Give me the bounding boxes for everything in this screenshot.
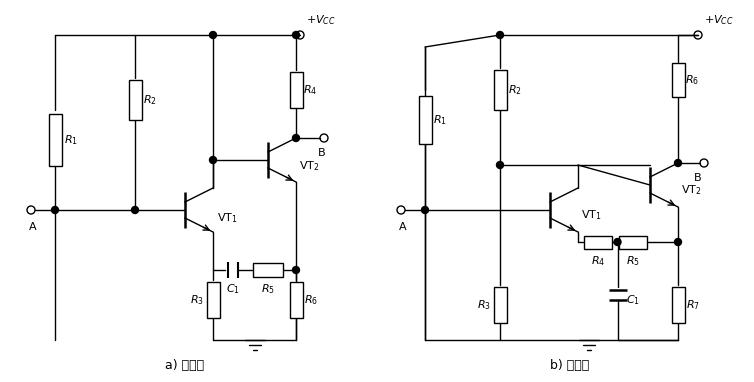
Bar bbox=[584, 235, 612, 249]
Bar bbox=[672, 63, 685, 97]
Text: $R_3$: $R_3$ bbox=[190, 293, 204, 307]
Text: $R_4$: $R_4$ bbox=[591, 254, 605, 268]
Circle shape bbox=[210, 157, 216, 163]
Bar bbox=[48, 114, 62, 166]
Text: a) 电路一: a) 电路一 bbox=[165, 359, 204, 372]
Text: $R_7$: $R_7$ bbox=[686, 298, 700, 312]
Text: B: B bbox=[318, 148, 326, 158]
Text: $R_3$: $R_3$ bbox=[477, 298, 491, 312]
Text: $+V_{\mathit{CC}}$: $+V_{\mathit{CC}}$ bbox=[306, 13, 336, 27]
Text: $R_2$: $R_2$ bbox=[143, 93, 157, 107]
Text: $C_1$: $C_1$ bbox=[226, 282, 240, 296]
Text: $C_1$: $C_1$ bbox=[626, 293, 639, 307]
Circle shape bbox=[293, 134, 299, 141]
Text: A: A bbox=[399, 222, 407, 232]
Circle shape bbox=[614, 238, 621, 246]
Bar bbox=[290, 72, 302, 108]
Circle shape bbox=[496, 162, 504, 168]
Circle shape bbox=[675, 160, 682, 167]
Circle shape bbox=[421, 207, 428, 214]
Bar bbox=[253, 263, 283, 277]
Text: $R_6$: $R_6$ bbox=[685, 73, 699, 87]
Text: b) 电路二: b) 电路二 bbox=[550, 359, 590, 372]
Text: $R_5$: $R_5$ bbox=[261, 282, 275, 296]
Text: A: A bbox=[29, 222, 37, 232]
Text: VT$_1$: VT$_1$ bbox=[217, 211, 238, 225]
Circle shape bbox=[51, 207, 59, 214]
Text: $R_1$: $R_1$ bbox=[433, 113, 447, 127]
Text: $R_1$: $R_1$ bbox=[64, 133, 78, 147]
Text: $+V_{\mathit{CC}}$: $+V_{\mathit{CC}}$ bbox=[704, 13, 734, 27]
Bar bbox=[418, 96, 431, 144]
Bar bbox=[672, 287, 685, 323]
Circle shape bbox=[293, 267, 299, 274]
Text: $R_2$: $R_2$ bbox=[508, 83, 522, 97]
Circle shape bbox=[210, 31, 216, 39]
Bar bbox=[290, 282, 302, 318]
Bar bbox=[128, 80, 142, 120]
Circle shape bbox=[131, 207, 139, 214]
Bar bbox=[619, 235, 647, 249]
Text: VT$_1$: VT$_1$ bbox=[581, 208, 602, 222]
Text: B: B bbox=[694, 173, 702, 183]
Circle shape bbox=[496, 31, 504, 39]
Text: $R_4$: $R_4$ bbox=[303, 83, 317, 97]
Bar bbox=[494, 287, 507, 323]
Text: $R_6$: $R_6$ bbox=[304, 293, 318, 307]
Circle shape bbox=[675, 238, 682, 246]
Bar bbox=[494, 70, 507, 110]
Text: VT$_2$: VT$_2$ bbox=[681, 183, 702, 197]
Circle shape bbox=[293, 31, 299, 39]
Bar bbox=[207, 282, 219, 318]
Text: $R_5$: $R_5$ bbox=[626, 254, 640, 268]
Text: VT$_2$: VT$_2$ bbox=[299, 159, 320, 173]
